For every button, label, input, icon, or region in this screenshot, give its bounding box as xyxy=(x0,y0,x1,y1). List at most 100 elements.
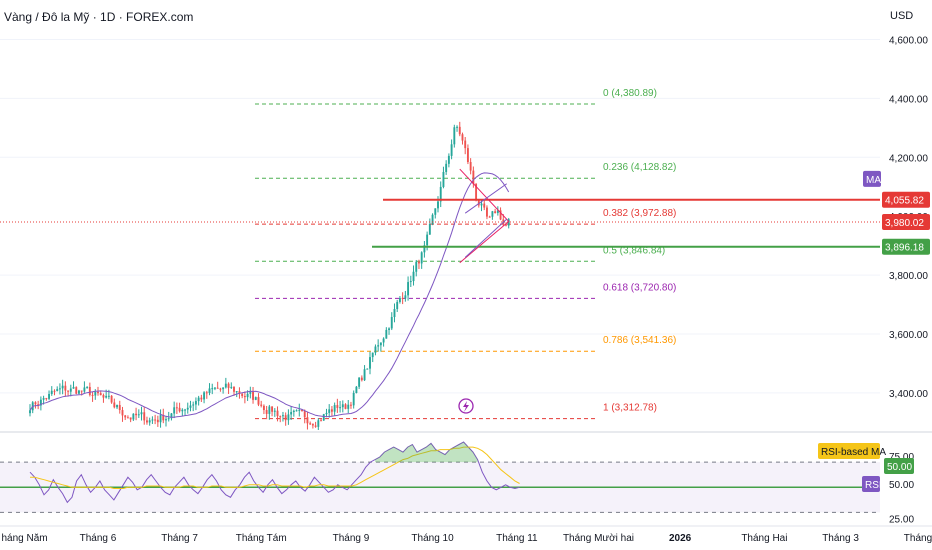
candle[interactable] xyxy=(135,407,138,421)
candle[interactable] xyxy=(377,339,380,352)
candle[interactable] xyxy=(453,124,456,148)
candle[interactable] xyxy=(290,406,293,421)
candle[interactable] xyxy=(197,395,200,406)
candle[interactable] xyxy=(499,207,502,221)
candle[interactable] xyxy=(271,406,274,417)
candle[interactable] xyxy=(447,153,450,168)
candle[interactable] xyxy=(154,414,157,425)
candle[interactable] xyxy=(469,158,472,175)
candle[interactable] xyxy=(181,408,184,417)
candle[interactable] xyxy=(72,381,75,389)
candle[interactable] xyxy=(254,396,257,401)
candle[interactable] xyxy=(418,259,420,270)
candle[interactable] xyxy=(118,400,121,414)
candle[interactable] xyxy=(320,418,322,422)
candle[interactable] xyxy=(273,408,276,417)
candle[interactable] xyxy=(466,144,469,165)
candle[interactable] xyxy=(298,403,301,417)
candle[interactable] xyxy=(102,393,105,403)
candle[interactable] xyxy=(379,342,382,352)
candle[interactable] xyxy=(507,217,510,229)
candle[interactable] xyxy=(295,409,298,412)
candle[interactable] xyxy=(352,390,355,409)
candle[interactable] xyxy=(243,391,246,404)
candle[interactable] xyxy=(347,399,350,414)
candle[interactable] xyxy=(268,404,271,420)
candle[interactable] xyxy=(404,290,407,302)
candle[interactable] xyxy=(137,409,140,419)
candle[interactable] xyxy=(458,121,461,137)
candle[interactable] xyxy=(311,423,314,429)
candle[interactable] xyxy=(420,251,423,269)
candle[interactable] xyxy=(456,125,458,132)
event-lightning-icon[interactable] xyxy=(458,398,474,414)
candle[interactable] xyxy=(483,199,486,211)
candle[interactable] xyxy=(393,303,396,323)
candle[interactable] xyxy=(369,351,371,375)
candle[interactable] xyxy=(398,296,401,304)
candle[interactable] xyxy=(200,394,203,402)
candle[interactable] xyxy=(91,391,94,402)
candle[interactable] xyxy=(124,414,127,421)
candle[interactable] xyxy=(94,389,97,400)
candle[interactable] xyxy=(184,408,186,416)
candle[interactable] xyxy=(186,402,189,414)
candle[interactable] xyxy=(333,402,336,416)
candle[interactable] xyxy=(382,337,385,347)
candle[interactable] xyxy=(439,181,442,208)
candle[interactable] xyxy=(69,384,72,397)
candle[interactable] xyxy=(56,386,59,392)
triangle-pattern-pink[interactable] xyxy=(459,168,510,264)
candle[interactable] xyxy=(330,406,333,417)
candle[interactable] xyxy=(241,392,244,399)
candle[interactable] xyxy=(222,387,225,394)
candle[interactable] xyxy=(129,417,132,423)
candle[interactable] xyxy=(203,391,206,404)
candle[interactable] xyxy=(165,416,167,427)
candle[interactable] xyxy=(205,390,208,399)
candle[interactable] xyxy=(156,415,159,427)
candle[interactable] xyxy=(437,196,439,213)
candle[interactable] xyxy=(151,416,154,424)
candle[interactable] xyxy=(442,166,445,189)
candle[interactable] xyxy=(64,381,67,397)
triangle-pattern-purple[interactable] xyxy=(464,183,508,258)
candle[interactable] xyxy=(211,383,214,395)
candle[interactable] xyxy=(50,386,53,396)
candle[interactable] xyxy=(317,418,320,430)
candle[interactable] xyxy=(412,265,415,286)
candle[interactable] xyxy=(461,132,464,145)
candle[interactable] xyxy=(83,381,86,393)
candle[interactable] xyxy=(61,379,64,395)
candle[interactable] xyxy=(292,409,295,417)
candle[interactable] xyxy=(306,411,309,430)
candle[interactable] xyxy=(88,382,91,397)
candle[interactable] xyxy=(491,210,494,220)
candle[interactable] xyxy=(322,413,325,422)
candle[interactable] xyxy=(265,405,268,420)
candle[interactable] xyxy=(328,404,331,418)
candle[interactable] xyxy=(194,397,197,411)
candle[interactable] xyxy=(230,382,233,390)
candle[interactable] xyxy=(276,406,279,422)
candle[interactable] xyxy=(159,409,162,428)
candle[interactable] xyxy=(45,397,48,401)
candle[interactable] xyxy=(116,404,118,410)
candle[interactable] xyxy=(170,412,173,421)
candle[interactable] xyxy=(178,402,181,413)
candle[interactable] xyxy=(143,407,146,425)
candle[interactable] xyxy=(148,417,151,426)
candle[interactable] xyxy=(390,312,393,331)
candle[interactable] xyxy=(415,259,418,277)
candle[interactable] xyxy=(227,382,230,395)
fibonacci-retracement[interactable]: 0 (4,380.89) 0.236 (4,128.82) 0.382 (3,972… xyxy=(255,88,676,420)
candle[interactable] xyxy=(486,205,488,220)
candle[interactable] xyxy=(262,404,265,415)
candle[interactable] xyxy=(279,415,282,423)
candle[interactable] xyxy=(434,208,437,219)
candle[interactable] xyxy=(257,393,260,407)
candle[interactable] xyxy=(132,413,135,421)
candle[interactable] xyxy=(374,344,377,356)
